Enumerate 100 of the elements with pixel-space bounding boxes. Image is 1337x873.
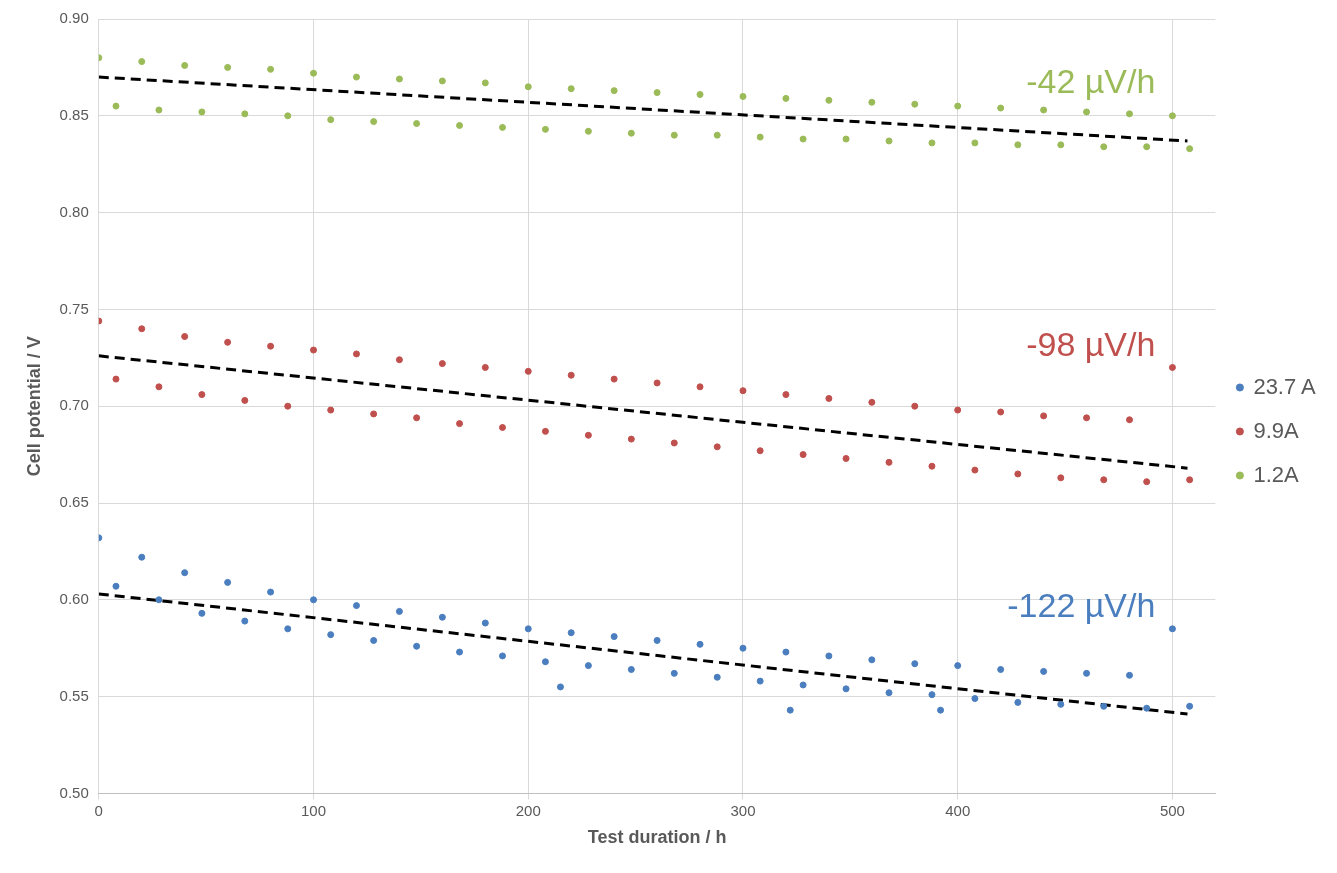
point [284,112,292,120]
y-tick-label: 0.70 [59,396,89,414]
point [112,582,120,590]
point [842,454,850,462]
point [155,106,163,114]
point [395,75,403,83]
point [786,706,794,714]
x-tick-label: 500 [1159,801,1185,819]
point [739,387,747,395]
point [181,61,189,69]
point [267,342,275,350]
point [112,375,120,383]
point [438,613,446,621]
point [584,431,592,439]
point [1014,470,1022,478]
point [1014,698,1022,706]
point [825,394,833,402]
point [1083,108,1091,116]
point [241,396,249,404]
point [1143,143,1151,151]
x-tick-label: 0 [94,801,103,819]
point [799,451,807,459]
point [911,660,919,668]
point [1186,145,1194,153]
point [799,681,807,689]
point [911,402,919,410]
point [541,658,549,666]
point [224,63,232,71]
point [971,695,979,703]
point [971,139,979,147]
point [971,466,979,474]
point [1014,141,1022,149]
point [928,139,936,147]
point [713,131,721,139]
point [1126,671,1133,679]
point [352,73,360,81]
point [181,333,189,340]
point [567,629,575,637]
point [138,58,146,66]
point [696,91,704,98]
point [155,383,163,391]
annotation: -42 µV/h [1026,61,1156,100]
point [885,458,893,466]
point [885,689,893,697]
point [842,685,850,693]
point [1040,667,1048,675]
point [395,356,403,364]
point [413,120,421,128]
point [782,391,790,399]
point [284,625,292,633]
point [627,435,635,443]
point [1126,416,1133,424]
point [241,110,249,118]
y-tick-label: 0.65 [59,493,89,511]
point [937,706,945,714]
point [653,89,661,97]
point [1143,704,1151,712]
point [155,596,163,604]
y-tick-label: 0.80 [59,202,89,220]
x-tick-label: 300 [730,801,756,819]
point [541,427,549,435]
y-tick-label: 0.55 [59,686,89,704]
point [370,410,378,418]
point [739,92,747,100]
point [782,648,790,656]
point [756,447,764,455]
x-tick-label: 100 [301,801,327,819]
point [310,596,318,604]
point [267,588,275,596]
point [1040,106,1048,114]
y-tick-label: 0.90 [59,9,89,27]
point [541,125,549,133]
point [138,325,146,333]
point [1040,412,1048,420]
y-tick-label: 0.60 [59,589,89,607]
point [1168,112,1176,120]
y-tick-label: 0.75 [59,299,89,317]
point [138,553,146,561]
point [327,406,335,414]
point [370,636,378,644]
y-axis-title: Cell potential / V [23,336,44,477]
point [653,636,661,644]
point [267,65,275,73]
point [825,652,833,660]
point [670,131,678,139]
point [825,96,833,104]
point [1100,476,1108,484]
point [1186,702,1194,710]
x-axis-title: Test duration / h [587,827,727,848]
point [198,609,206,617]
point [481,363,489,371]
point [352,602,360,610]
point [799,135,807,143]
point [696,640,704,648]
point [1057,700,1065,708]
point [413,414,421,422]
point [928,691,936,699]
point [1057,141,1065,149]
point [524,367,532,375]
legend-label: 23.7 A [1253,373,1317,399]
